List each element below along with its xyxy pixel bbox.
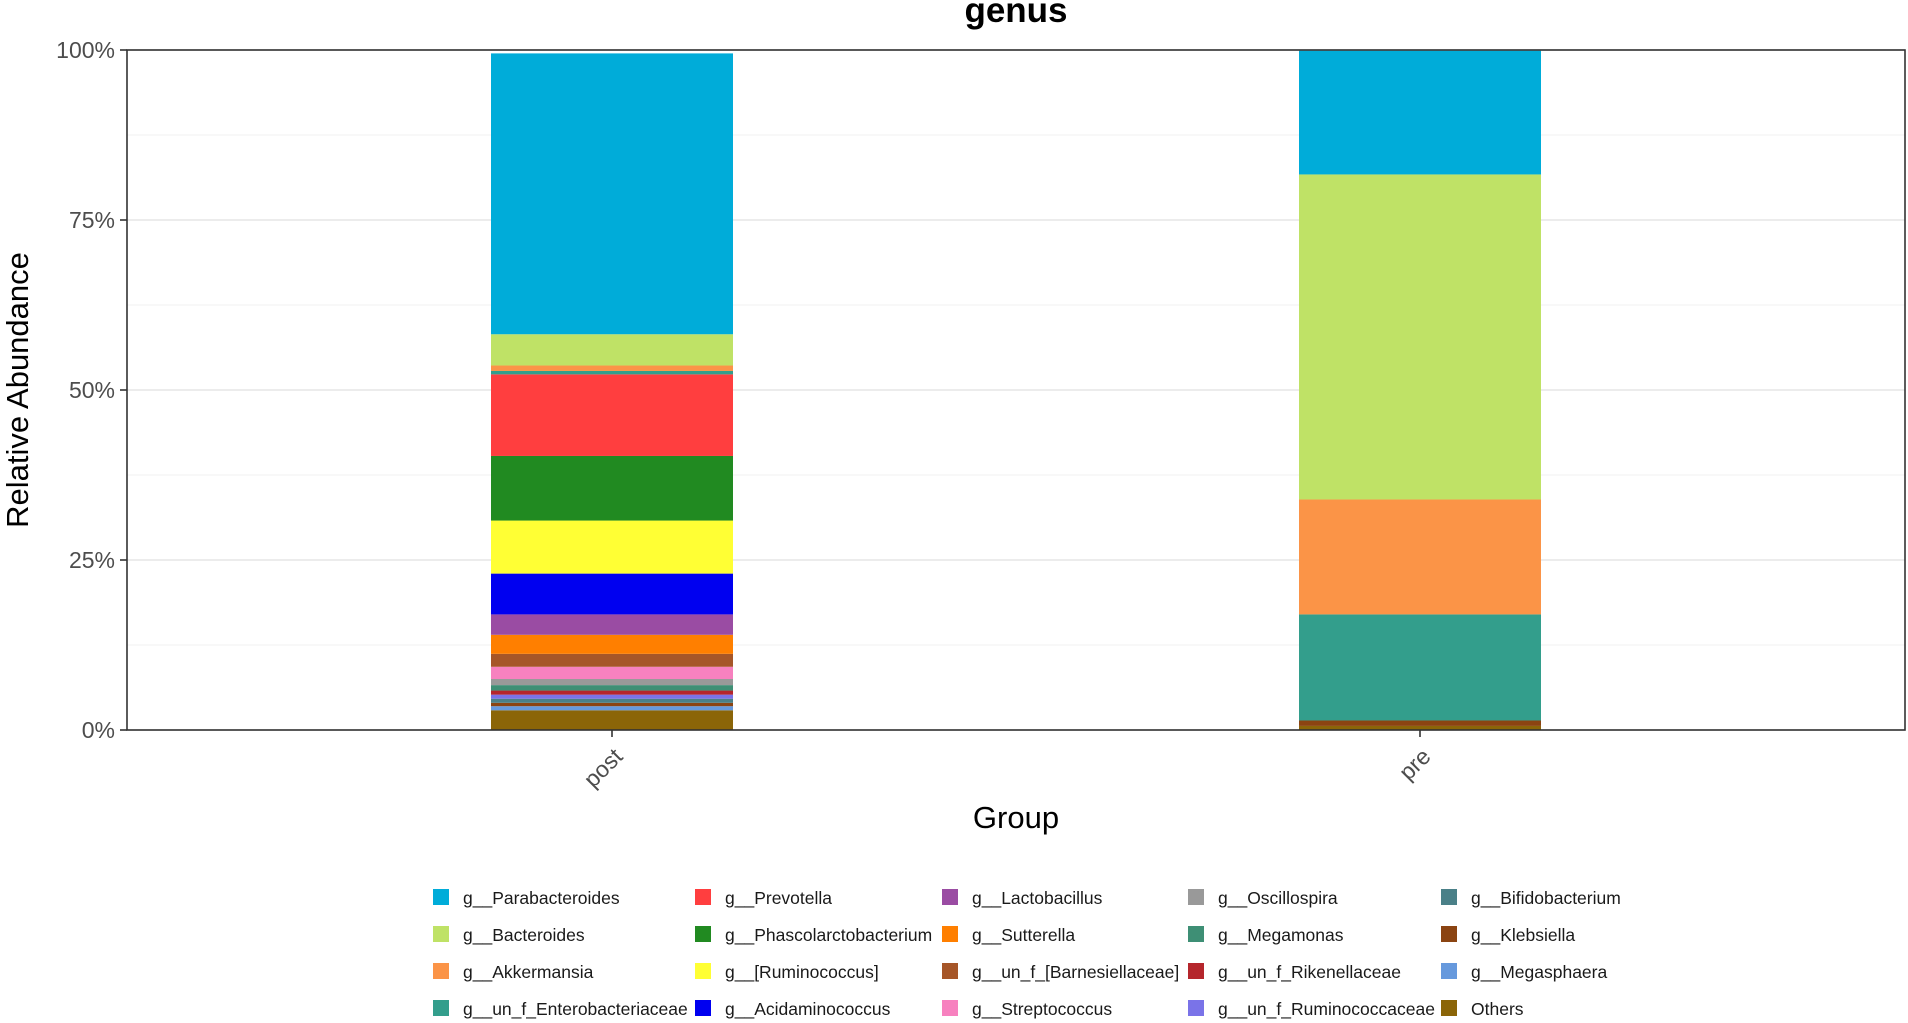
legend-swatch [695, 889, 711, 905]
chart-title: genus [964, 0, 1067, 30]
legend-swatch [433, 889, 449, 905]
legend-label: g__Prevotella [725, 888, 832, 909]
legend-swatch [942, 963, 958, 979]
bar-segment [491, 694, 733, 699]
legend-swatch [1188, 963, 1204, 979]
legend-swatch [1188, 889, 1204, 905]
legend-swatch [1441, 963, 1457, 979]
bar-segment [491, 710, 733, 730]
bar-segment [491, 685, 733, 691]
legend-swatch [695, 926, 711, 942]
legend-label: g__Akkermansia [463, 962, 594, 983]
bar-segment [1299, 174, 1541, 500]
bar-segment [491, 614, 733, 635]
bar-segment [491, 698, 733, 703]
legend: g__Parabacteroides g__Bacteroides g__Akker… [433, 888, 1621, 1020]
legend-swatch [1441, 1000, 1457, 1016]
legend-label: g__Klebsiella [1471, 925, 1575, 946]
y-tick-label: 25% [69, 547, 115, 573]
legend-label: g__Megasphaera [1471, 962, 1607, 983]
legend-swatch [1441, 926, 1457, 942]
bar-segment [1299, 50, 1541, 175]
y-axis-title: Relative Abundance [0, 252, 35, 528]
y-tick-label: 100% [56, 37, 115, 63]
bar-segment [491, 53, 733, 335]
x-tick-label: post [578, 743, 628, 793]
legend-label: g__Sutterella [972, 925, 1075, 946]
legend-swatch [1188, 926, 1204, 942]
bar-segment [491, 690, 733, 695]
y-tick-label: 50% [69, 377, 115, 403]
legend-label: g__Bifidobacterium [1471, 888, 1621, 909]
bar-segment [1299, 499, 1541, 615]
bar-segment [491, 573, 733, 615]
bar-segment [491, 653, 733, 667]
bar-segment [1299, 725, 1541, 730]
legend-swatch [942, 926, 958, 942]
grid [127, 49, 1905, 731]
legend-label: g__Bacteroides [463, 925, 585, 946]
x-axis: post pre [578, 730, 1436, 793]
y-tick-label: 75% [69, 207, 115, 233]
bar-segment [491, 365, 733, 371]
legend-label: g__un_f_Ruminococcaceae [1218, 999, 1435, 1020]
legend-label: g__Parabacteroides [463, 888, 620, 909]
y-axis: 0% 25% 50% 75% 100% [56, 37, 127, 743]
legend-swatch [942, 889, 958, 905]
bars [491, 50, 1541, 730]
bar-segment [491, 455, 733, 521]
bar-segment [491, 679, 733, 686]
legend-label: g__Oscillospira [1218, 888, 1338, 909]
legend-label: g__Lactobacillus [972, 888, 1103, 909]
bar-segment [1299, 720, 1541, 726]
bar-segment [491, 706, 733, 711]
legend-swatch [695, 963, 711, 979]
bar-segment [491, 666, 733, 679]
legend-swatch [695, 1000, 711, 1016]
legend-label: g__Megamonas [1218, 925, 1344, 946]
bar-segment [491, 374, 733, 456]
bar-segment [1299, 614, 1541, 721]
legend-swatch [942, 1000, 958, 1016]
legend-label: Others [1471, 999, 1524, 1019]
legend-label: g__un_f_[Barnesiellaceae] [972, 962, 1179, 983]
y-tick-label: 0% [82, 717, 115, 743]
legend-label: g__Acidaminococcus [725, 999, 891, 1020]
legend-label: g__Phascolarctobacterium [725, 925, 932, 946]
bar-segment [491, 520, 733, 574]
bar-segment [491, 370, 733, 375]
legend-label: g__un_f_Enterobacteriaceae [463, 999, 688, 1020]
legend-label: g__un_f_Rikenellaceae [1218, 962, 1401, 983]
legend-swatch [433, 1000, 449, 1016]
bar-segment [491, 634, 733, 654]
bar-segment [491, 702, 733, 707]
legend-swatch [1188, 1000, 1204, 1016]
legend-label: g__Streptococcus [972, 999, 1112, 1020]
legend-swatch [1441, 889, 1457, 905]
legend-swatch [433, 926, 449, 942]
x-tick-label: pre [1394, 743, 1436, 785]
bar-segment [491, 334, 733, 366]
x-axis-title: Group [973, 800, 1059, 835]
legend-swatch [433, 963, 449, 979]
legend-label: g__[Ruminococcus] [725, 962, 879, 983]
